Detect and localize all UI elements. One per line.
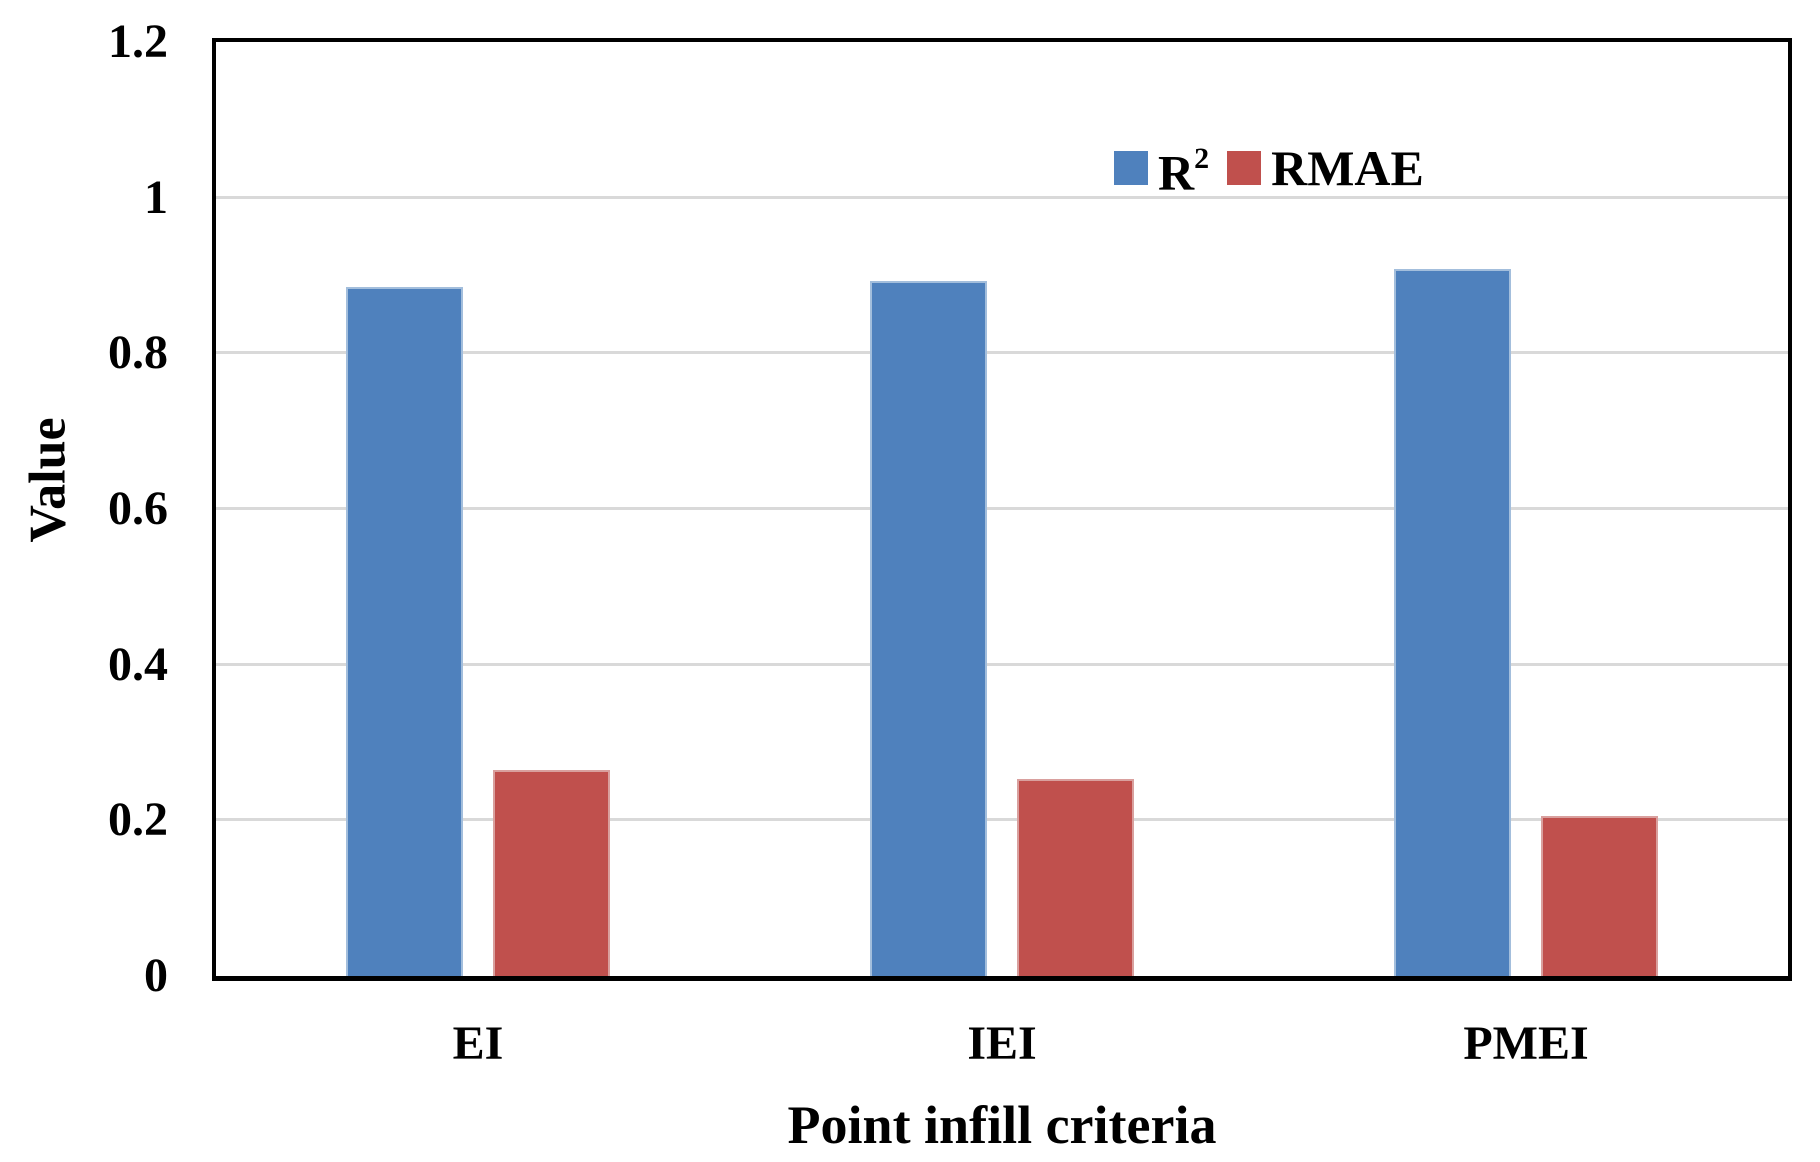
y-tick-label: 0.6	[108, 482, 168, 535]
legend-item-rmae: RMAE	[1227, 143, 1424, 193]
x-axis-label-ei: EI	[452, 1017, 504, 1070]
x-axis-title: Point infill criteria	[787, 1095, 1217, 1155]
legend-swatch-rmae	[1227, 150, 1262, 185]
y-tick-label: 0	[144, 949, 168, 1002]
legend-item-r: R2	[1114, 138, 1209, 198]
plot-area: R2 RMAE	[212, 38, 1792, 981]
y-tick-label: 1.2	[108, 15, 168, 68]
gridline	[216, 195, 1788, 199]
x-axis-label-pmei: PMEI	[1463, 1017, 1589, 1070]
bar-rmae-iei	[1017, 779, 1134, 976]
x-axis-label-iei: IEI	[967, 1017, 1037, 1070]
y-tick-label: 0.2	[108, 793, 168, 847]
y-tick-label: 0.8	[108, 326, 168, 380]
legend-label-r: R2	[1158, 141, 1210, 201]
bar-r-ei	[346, 287, 463, 976]
y-tick-label: 1	[144, 170, 168, 224]
legend-label-rmae: RMAE	[1271, 139, 1424, 196]
bar-r-iei	[870, 280, 987, 976]
legend: R2 RMAE	[1114, 138, 1424, 198]
legend-swatch-r	[1114, 150, 1148, 185]
y-tick-label: 0.4	[108, 637, 168, 691]
bar-rmae-ei	[493, 769, 610, 976]
bar-r-pmei	[1394, 269, 1511, 976]
bar-rmae-pmei	[1541, 815, 1658, 976]
